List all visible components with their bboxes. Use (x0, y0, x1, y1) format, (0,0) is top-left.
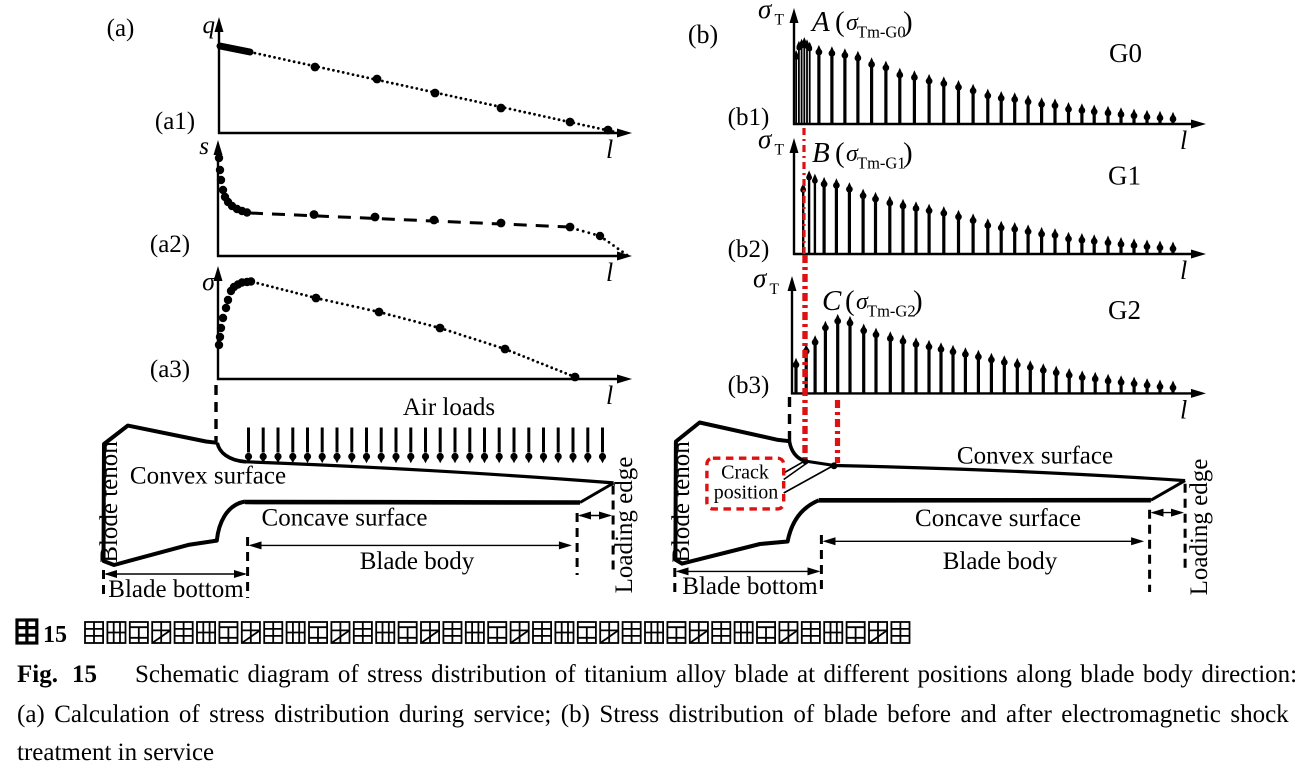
svg-text:): ) (903, 137, 913, 169)
svg-text:(b2): (b2) (728, 236, 770, 263)
svg-text:position: position (714, 482, 778, 504)
svg-text:treatment in service: treatment in service (17, 739, 214, 766)
svg-text:(: ( (845, 285, 855, 317)
svg-text:l: l (1180, 126, 1187, 155)
svg-text:Air loads: Air loads (403, 394, 495, 421)
svg-text:Blode tenon: Blode tenon (668, 441, 695, 563)
svg-text:15: 15 (43, 622, 67, 648)
svg-text:Tm-G0: Tm-G0 (857, 23, 906, 42)
svg-text:(: ( (835, 137, 845, 169)
svg-text:T: T (770, 281, 780, 298)
svg-text:(a2): (a2) (150, 231, 190, 258)
svg-text:Convex surface: Convex surface (130, 463, 286, 490)
svg-text:A: A (810, 6, 830, 38)
svg-text:l: l (606, 381, 613, 410)
svg-text:(a) Calculation of stress dist: (a) Calculation of stress distribution d… (17, 701, 1289, 728)
svg-text:Concave surface: Concave surface (262, 505, 428, 532)
svg-text:σ: σ (758, 124, 773, 154)
svg-text:Convex surface: Convex surface (957, 443, 1113, 470)
svg-text:Blade bottom: Blade bottom (682, 573, 818, 600)
svg-text:(a3): (a3) (150, 356, 190, 383)
svg-text:G0: G0 (1109, 38, 1142, 68)
svg-text:q: q (203, 12, 216, 39)
svg-text:σ: σ (758, 0, 773, 24)
svg-text:(a): (a) (107, 15, 135, 42)
svg-text:l: l (606, 135, 613, 164)
svg-text:(b3): (b3) (728, 372, 770, 399)
svg-text:Concave surface: Concave surface (915, 505, 1081, 532)
svg-text:B: B (812, 137, 830, 169)
svg-text:Loading edge: Loading edge (1186, 459, 1213, 596)
svg-text:T: T (775, 11, 785, 28)
svg-text:Loading edge: Loading edge (611, 457, 638, 594)
svg-text:C: C (822, 285, 842, 317)
svg-text:T: T (775, 141, 785, 158)
svg-text:l: l (1180, 395, 1187, 424)
svg-text:): ) (903, 6, 913, 38)
svg-text:s: s (199, 133, 209, 160)
svg-text:σ: σ (753, 263, 768, 293)
svg-text:l: l (606, 258, 613, 287)
svg-text:Blade body: Blade body (943, 548, 1058, 575)
svg-text:): ) (913, 285, 923, 317)
svg-text:σ: σ (202, 267, 216, 296)
svg-text:Tm-G1: Tm-G1 (857, 154, 906, 173)
svg-text:(a1): (a1) (155, 108, 195, 135)
svg-text:Blade bottom: Blade bottom (108, 576, 244, 603)
svg-text:l: l (1180, 256, 1187, 285)
svg-text:Blode tenon: Blode tenon (96, 441, 123, 563)
svg-text:Blade body: Blade body (360, 548, 475, 575)
svg-text:(b): (b) (688, 20, 718, 49)
svg-text:G2: G2 (1108, 295, 1141, 325)
svg-text:Tm-G2: Tm-G2 (867, 302, 916, 321)
svg-text:Crack: Crack (721, 462, 769, 484)
svg-text:(: ( (835, 6, 845, 38)
svg-text:G1: G1 (1108, 161, 1141, 191)
